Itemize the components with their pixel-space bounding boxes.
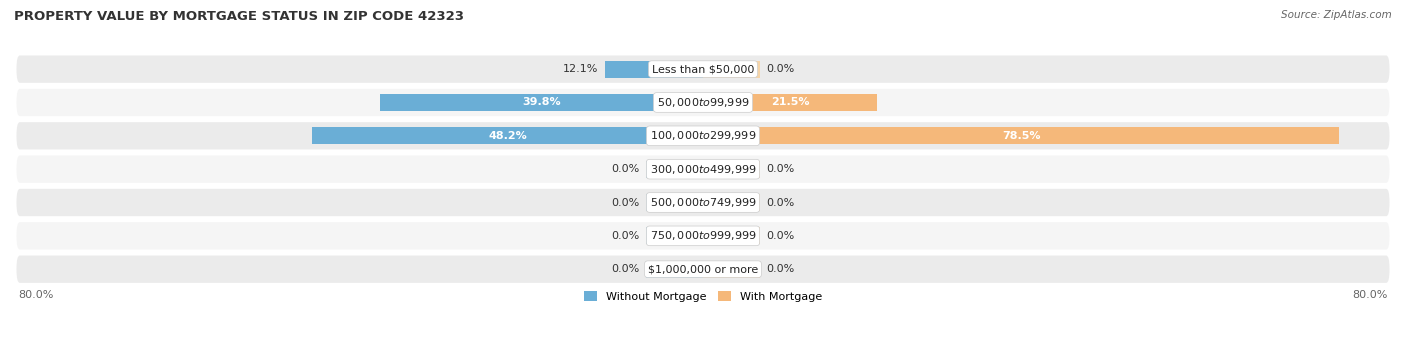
Text: 80.0%: 80.0% <box>1353 290 1388 300</box>
Legend: Without Mortgage, With Mortgage: Without Mortgage, With Mortgage <box>579 287 827 307</box>
Text: 0.0%: 0.0% <box>612 164 640 174</box>
FancyBboxPatch shape <box>17 155 1389 183</box>
Text: $100,000 to $299,999: $100,000 to $299,999 <box>650 129 756 142</box>
Bar <box>647 161 703 177</box>
Text: $300,000 to $499,999: $300,000 to $499,999 <box>650 163 756 176</box>
Text: 0.0%: 0.0% <box>612 231 640 241</box>
FancyBboxPatch shape <box>17 55 1389 83</box>
Bar <box>703 194 759 211</box>
Bar <box>703 261 759 278</box>
Text: 39.8%: 39.8% <box>523 98 561 107</box>
Text: Less than $50,000: Less than $50,000 <box>652 64 754 74</box>
Bar <box>703 61 759 78</box>
Text: $500,000 to $749,999: $500,000 to $749,999 <box>650 196 756 209</box>
Text: PROPERTY VALUE BY MORTGAGE STATUS IN ZIP CODE 42323: PROPERTY VALUE BY MORTGAGE STATUS IN ZIP… <box>14 10 464 23</box>
Bar <box>703 227 759 244</box>
Bar <box>703 161 759 177</box>
Text: 80.0%: 80.0% <box>18 290 53 300</box>
Text: 0.0%: 0.0% <box>766 198 794 207</box>
FancyBboxPatch shape <box>17 89 1389 116</box>
FancyBboxPatch shape <box>17 122 1389 150</box>
Text: $50,000 to $99,999: $50,000 to $99,999 <box>657 96 749 109</box>
Text: 48.2%: 48.2% <box>488 131 527 141</box>
Text: 0.0%: 0.0% <box>766 164 794 174</box>
Text: 0.0%: 0.0% <box>766 264 794 274</box>
Text: 21.5%: 21.5% <box>770 98 810 107</box>
Bar <box>647 194 703 211</box>
Text: 12.1%: 12.1% <box>562 64 599 74</box>
Bar <box>312 128 703 144</box>
Text: 0.0%: 0.0% <box>612 264 640 274</box>
Text: 78.5%: 78.5% <box>1002 131 1040 141</box>
Text: Source: ZipAtlas.com: Source: ZipAtlas.com <box>1281 10 1392 20</box>
FancyBboxPatch shape <box>17 256 1389 283</box>
Text: 0.0%: 0.0% <box>766 64 794 74</box>
Text: $1,000,000 or more: $1,000,000 or more <box>648 264 758 274</box>
Bar <box>647 261 703 278</box>
Bar <box>703 128 1340 144</box>
Bar <box>381 94 703 111</box>
Bar <box>703 94 877 111</box>
Bar <box>647 227 703 244</box>
Text: $750,000 to $999,999: $750,000 to $999,999 <box>650 230 756 242</box>
Text: 0.0%: 0.0% <box>612 198 640 207</box>
FancyBboxPatch shape <box>17 189 1389 216</box>
FancyBboxPatch shape <box>17 222 1389 250</box>
Text: 0.0%: 0.0% <box>766 231 794 241</box>
Bar <box>605 61 703 78</box>
